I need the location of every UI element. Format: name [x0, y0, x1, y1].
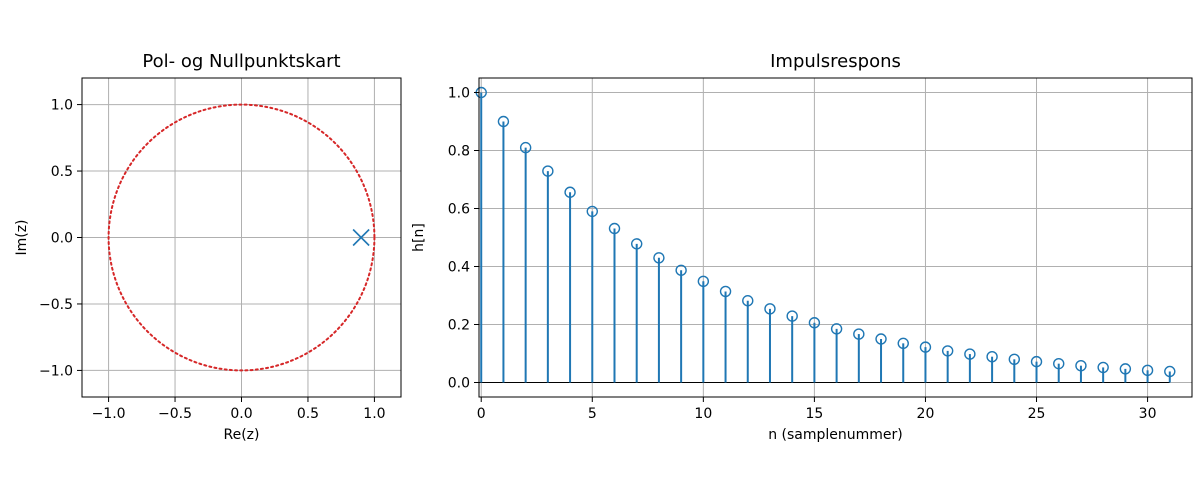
x-tick-label: 25	[1028, 406, 1046, 422]
x-tick-label: −0.5	[158, 406, 192, 422]
stem-marker	[653, 252, 665, 264]
stem-marker	[786, 310, 798, 322]
stem-marker	[1030, 355, 1043, 368]
pole-markers	[352, 228, 370, 247]
stem-marker	[964, 348, 976, 360]
unit-circle	[107, 103, 376, 372]
impulse-response-grid	[479, 78, 1192, 397]
stem-marker	[497, 115, 510, 128]
stem-marker	[1141, 364, 1154, 377]
stem-marker	[542, 165, 554, 177]
y-tick-label: 0.4	[448, 260, 470, 276]
stem-marker	[1097, 361, 1109, 374]
x-tick-label: 30	[1139, 406, 1157, 422]
stem-marker	[853, 328, 865, 340]
stem-marker	[675, 264, 687, 276]
impulse-response-frame	[478, 77, 1193, 398]
stem-marker	[875, 333, 887, 345]
x-tick-label: 5	[588, 406, 597, 422]
pole-marker	[352, 228, 370, 247]
impulse-response-axes: 0 5 10 15 20 25 30 0.0 0.2 0.4 0.6 0.8 1.0 Impulsres…	[411, 51, 1193, 443]
stem-marker	[808, 317, 821, 329]
stem-marker	[719, 285, 732, 298]
stem-marker	[897, 337, 909, 350]
pole-zero-axes: −1.0 −0.5 0.0 0.5 1.0 −1.0 −0.5 0.0 0.5 1.0 Pol- …	[14, 51, 402, 443]
y-tick-label: −0.5	[39, 297, 73, 313]
stem-marker	[742, 295, 754, 307]
impulse-response-xlabel: n (samplenummer)	[768, 427, 903, 443]
x-tick-label: 0.0	[230, 406, 252, 422]
x-tick-label: −1.0	[92, 406, 126, 422]
pole-zero-xlabel: Re(z)	[224, 427, 260, 443]
stem-marker	[519, 141, 532, 154]
impulse-response-ticks: 0 5 10 15 20 25 30 0.0 0.2 0.4 0.6 0.8 1.0	[448, 86, 1157, 423]
stem-marker	[564, 186, 576, 198]
stem-marker	[1053, 357, 1065, 370]
y-tick-label: 0.2	[448, 318, 470, 334]
y-tick-label: 0.0	[448, 376, 470, 392]
impulse-response-stems	[475, 86, 1176, 383]
impulse-response-title: Impulsrespons	[770, 51, 901, 72]
x-tick-label: 20	[917, 406, 935, 422]
y-tick-label: 1.0	[51, 98, 73, 114]
stem-marker	[586, 205, 598, 218]
pole-zero-title: Pol- og Nullpunktskart	[142, 51, 340, 72]
pole-zero-ylabel: Im(z)	[14, 219, 30, 255]
pole-cross-stroke	[352, 228, 370, 247]
stem-marker	[1164, 365, 1176, 378]
unit-circle-path	[107, 103, 376, 372]
y-tick-label: 1.0	[448, 86, 470, 102]
y-tick-label: 0.0	[51, 231, 73, 247]
stem-marker	[919, 341, 932, 353]
stem-marker	[697, 275, 710, 287]
y-tick-label: 0.5	[51, 164, 73, 180]
x-tick-label: 1.0	[363, 406, 385, 422]
stem-marker	[941, 345, 954, 357]
x-tick-label: 15	[805, 406, 823, 422]
stem-marker	[1008, 353, 1021, 365]
stem-marker	[830, 323, 843, 335]
impulse-response-ylabel: h[n]	[411, 223, 427, 252]
stem-marker	[986, 350, 998, 363]
pole-zero-grid	[82, 78, 401, 397]
x-tick-label: 0.5	[297, 406, 319, 422]
stem-marker	[1075, 359, 1087, 372]
y-tick-label: 0.6	[448, 202, 470, 218]
pole-zero-ticks: −1.0 −0.5 0.0 0.5 1.0 −1.0 −0.5 0.0 0.5 1.0	[39, 98, 386, 422]
stem-marker	[1119, 363, 1132, 375]
y-tick-label: −1.0	[39, 363, 73, 379]
stem-marker	[608, 222, 621, 235]
x-tick-label: 0	[477, 406, 486, 422]
x-tick-label: 10	[694, 406, 712, 422]
y-tick-label: 0.8	[448, 144, 470, 160]
stem-marker	[631, 238, 643, 250]
stem-marker	[764, 303, 776, 315]
